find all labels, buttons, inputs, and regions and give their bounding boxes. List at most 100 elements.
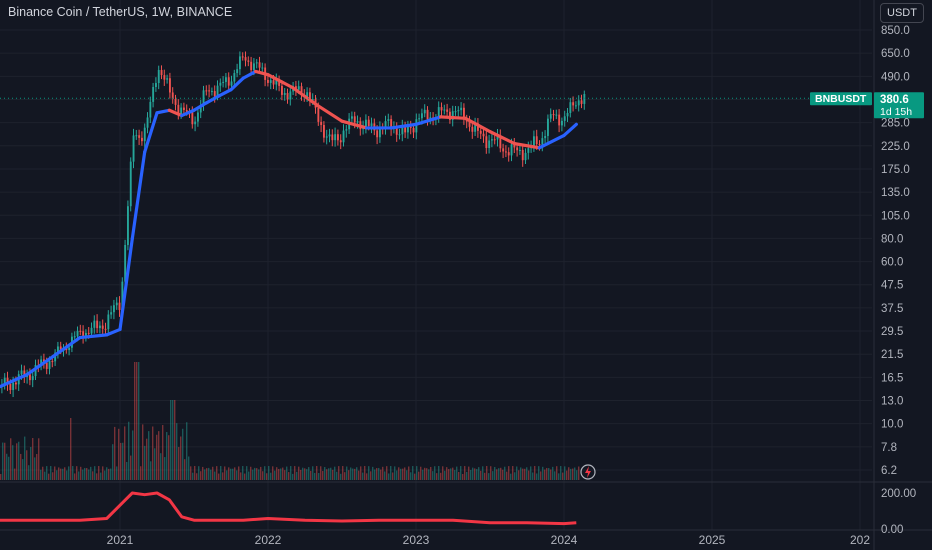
candle-body bbox=[488, 140, 491, 149]
volume-bar bbox=[534, 466, 536, 480]
candle-body bbox=[437, 107, 440, 118]
volume-bar bbox=[142, 424, 144, 480]
candle-body bbox=[485, 136, 488, 149]
candle-body bbox=[110, 312, 113, 315]
candle-body bbox=[160, 70, 163, 76]
candle-body bbox=[384, 121, 387, 129]
volume-bar bbox=[520, 467, 522, 480]
volume-bar bbox=[518, 470, 520, 480]
volume-bar bbox=[150, 461, 152, 480]
candle-body bbox=[129, 161, 132, 207]
volume-bar bbox=[344, 472, 346, 480]
volume-bar bbox=[100, 472, 102, 480]
candle-body bbox=[521, 149, 524, 161]
candle-body bbox=[250, 61, 253, 71]
volume-bar bbox=[504, 466, 506, 480]
alert-icon[interactable] bbox=[580, 464, 596, 480]
volume-bar bbox=[274, 470, 276, 480]
price-tick-label: 7.8 bbox=[881, 442, 897, 454]
candle-body bbox=[306, 92, 309, 97]
volume-bar bbox=[572, 468, 574, 480]
candle-body bbox=[269, 80, 272, 83]
moving-average-segment bbox=[266, 73, 295, 90]
volume-bar bbox=[448, 469, 450, 480]
volume-bar bbox=[466, 471, 468, 480]
candle-body bbox=[236, 69, 239, 74]
candle-body bbox=[40, 359, 43, 366]
moving-average-segment bbox=[51, 335, 82, 358]
candle-body bbox=[337, 134, 339, 141]
candle-body bbox=[272, 80, 275, 85]
candle-body bbox=[194, 121, 197, 125]
candle-body bbox=[121, 281, 124, 311]
volume-bar bbox=[250, 466, 252, 480]
candle-body bbox=[513, 144, 516, 148]
volume-bar bbox=[454, 470, 456, 480]
volume-bar bbox=[538, 466, 540, 480]
volume-bar bbox=[464, 466, 466, 480]
volume-bar bbox=[34, 457, 36, 480]
volume-bar bbox=[116, 466, 118, 480]
candle-body bbox=[6, 377, 9, 384]
volume-bar bbox=[64, 467, 66, 480]
volume-bar bbox=[12, 445, 14, 480]
candle-body bbox=[404, 125, 407, 133]
volume-bar bbox=[68, 466, 70, 480]
volume-bar bbox=[24, 436, 26, 480]
volume-bar bbox=[0, 474, 2, 480]
indicator-tick-label: 200.00 bbox=[881, 488, 916, 500]
price-tick-label: 10.0 bbox=[881, 419, 903, 431]
moving-average-segment bbox=[315, 103, 344, 123]
candle-body bbox=[328, 134, 331, 137]
candle-body bbox=[569, 102, 572, 113]
candle-body bbox=[365, 119, 367, 127]
candle-body bbox=[426, 109, 429, 120]
volume-bar bbox=[524, 468, 526, 480]
candle-body bbox=[216, 85, 219, 97]
candle-body bbox=[533, 136, 535, 146]
volume-bar bbox=[246, 466, 248, 480]
candle-body bbox=[561, 120, 563, 126]
volume-bar bbox=[558, 473, 560, 480]
volume-bar bbox=[178, 447, 180, 480]
candle-body bbox=[549, 114, 552, 119]
volume-bar bbox=[482, 466, 484, 480]
volume-bar bbox=[366, 473, 368, 480]
candle-body bbox=[409, 126, 412, 128]
candle-body bbox=[244, 57, 247, 61]
candle-body bbox=[96, 320, 99, 329]
volume-bar bbox=[360, 466, 362, 480]
volume-bar bbox=[500, 467, 502, 480]
indicator-tick-label: 0.00 bbox=[881, 524, 903, 536]
candle-body bbox=[325, 136, 328, 138]
volume-bar bbox=[194, 466, 196, 480]
volume-bar bbox=[312, 466, 314, 480]
volume-bar bbox=[362, 472, 364, 480]
candle-body bbox=[253, 63, 255, 71]
volume-bar bbox=[372, 466, 374, 480]
candle-body bbox=[29, 374, 31, 381]
volume-bar bbox=[6, 453, 8, 480]
candle-body bbox=[222, 81, 225, 83]
candle-body bbox=[239, 56, 241, 70]
candle-body bbox=[213, 91, 216, 97]
candle-body bbox=[577, 100, 580, 106]
candle-body bbox=[575, 105, 577, 107]
volume-bar bbox=[56, 470, 58, 480]
candle-body bbox=[491, 139, 493, 141]
volume-bar bbox=[356, 467, 358, 480]
volume-bar bbox=[306, 469, 308, 480]
time-tick-label: 2021 bbox=[107, 533, 134, 547]
volume-bar bbox=[252, 469, 254, 480]
volume-bar bbox=[330, 467, 332, 480]
volume-bar bbox=[548, 468, 550, 480]
currency-button[interactable]: USDT bbox=[880, 3, 924, 23]
volume-bar bbox=[574, 467, 576, 480]
volume-bar bbox=[578, 466, 580, 480]
volume-bar bbox=[120, 442, 122, 480]
candle-body bbox=[9, 383, 12, 391]
candle-body bbox=[267, 79, 269, 83]
volume-bar bbox=[546, 467, 548, 480]
volume-bar bbox=[334, 466, 336, 480]
